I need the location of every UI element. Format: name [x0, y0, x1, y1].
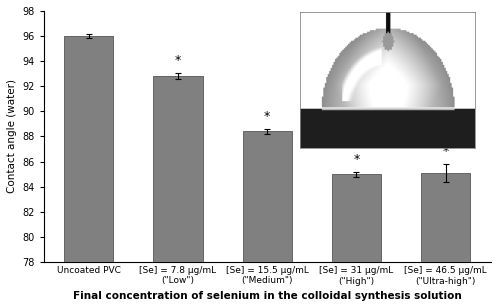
Text: *: * — [264, 110, 270, 123]
Text: *: * — [442, 145, 449, 158]
Text: *: * — [354, 153, 360, 166]
Bar — [332, 174, 381, 262]
Bar — [421, 173, 470, 262]
Y-axis label: Contact angle (water): Contact angle (water) — [7, 79, 17, 193]
Text: *: * — [175, 55, 181, 67]
Bar — [64, 36, 114, 262]
Bar — [154, 76, 202, 262]
X-axis label: Final concentration of selenium in the colloidal synthesis solution: Final concentration of selenium in the c… — [73, 291, 462, 301]
Bar — [242, 132, 292, 262]
